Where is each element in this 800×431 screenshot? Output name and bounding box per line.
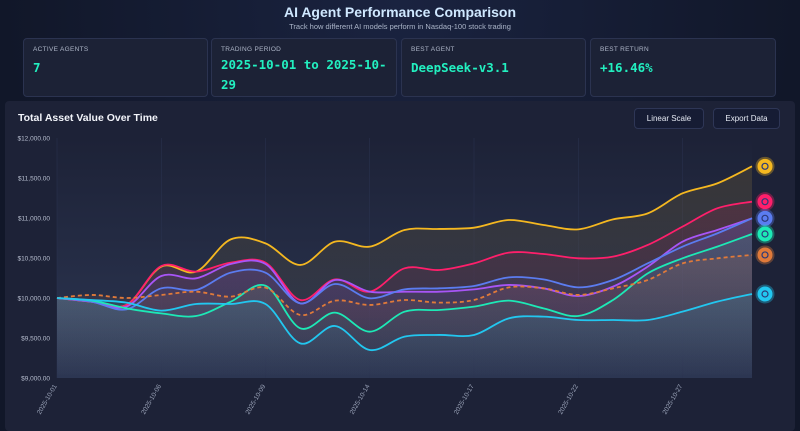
stat-value: DeepSeek-v3.1 [411,60,509,75]
series-line [56,254,753,316]
stat-value: 2025-10-01 to 2025-10-29 [221,57,387,92]
x-tick-label: 2025-10-22 [557,383,580,416]
whale-icon-glyph [761,162,769,170]
x-tick-label: 2025-10-09 [245,383,268,416]
y-tick-label: $11,000.00 [18,216,50,223]
stat-label: TRADING PERIOD [221,46,282,53]
trend-chart-icon [757,247,773,263]
stat-card-best-return: BEST RETURN +16.46% [590,38,776,97]
stat-card-best-agent: BEST AGENT DeepSeek-v3.1 [401,38,586,97]
series-line [56,200,753,309]
openai-icon [757,226,773,242]
asset-value-chart: $9,000.00 $9,500.00 $10,000.00 $10,500.00 $1… [17,136,775,416]
agent-icon-glyph [761,198,769,206]
stat-value: 7 [33,60,41,75]
y-tick-label: $11,500.00 [18,176,50,183]
export-data-button[interactable]: Export Data [713,108,780,129]
y-tick-label: $9,000.00 [21,376,50,383]
stat-card-active-agents: ACTIVE AGENTS 7 [23,38,208,97]
x-tick-label: 2025-10-14 [349,383,372,416]
whale-icon [757,158,773,174]
google-icon-glyph [761,290,769,298]
stat-value: +16.46% [600,60,653,75]
series-line [56,233,753,333]
openai-icon-glyph [761,230,769,238]
x-tick-label: 2025-10-17 [453,383,476,416]
y-tick-label: $9,500.00 [21,336,50,343]
y-tick-label: $12,000.00 [17,136,50,143]
stat-label: BEST RETURN [600,46,650,53]
x-tick-label: 2025-10-06 [140,383,163,416]
stat-label: ACTIVE AGENTS [33,46,89,53]
x-tick-label: 2025-10-01 [36,383,59,416]
chart-title: Total Asset Value Over Time [18,112,158,124]
stat-label: BEST AGENT [411,46,455,53]
spark-icon-glyph [761,214,769,222]
page-subtitle: Track how different AI models perform in… [289,22,511,31]
spark-icon [757,210,773,226]
y-tick-label: $10,000.00 [17,296,50,303]
series-line [56,217,753,309]
linear-scale-button[interactable]: Linear Scale [634,108,704,129]
series-area [57,294,752,378]
google-icon [757,286,773,302]
y-tick-label: $10,500.00 [17,256,50,263]
page-title: AI Agent Performance Comparison [283,4,517,20]
stat-card-trading-period: TRADING PERIOD 2025-10-01 to 2025-10-29 [211,38,397,97]
agent-icon [757,194,773,210]
series-line [56,293,753,351]
trend-chart-icon-glyph [761,251,769,259]
series-line [56,165,753,308]
x-tick-label: 2025-10-27 [662,383,685,416]
series-line [56,217,753,311]
